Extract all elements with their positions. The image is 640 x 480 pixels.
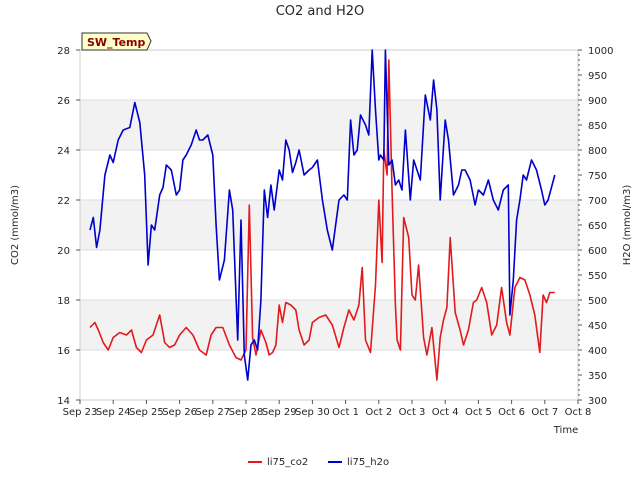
x-tick-label: Sep 26	[162, 407, 197, 418]
y-tick-label-right: 350	[588, 371, 607, 382]
series-line-li75_co2	[89, 59, 555, 381]
plot-band	[80, 100, 578, 150]
x-axis-label: Time	[553, 425, 578, 436]
y-tick-label-right: 900	[588, 96, 607, 107]
series-line-li75_h2o	[89, 49, 556, 381]
legend-label-li75_co2: li75_co2	[267, 457, 308, 468]
x-tick-label: Sep 28	[229, 407, 264, 418]
x-tick-label: Sep 23	[63, 407, 98, 418]
x-tick-label: Oct 2	[365, 407, 392, 418]
y-tick-label-right: 850	[588, 121, 607, 132]
y-tick-label-left: 26	[57, 96, 70, 107]
x-tick-label: Oct 3	[399, 407, 426, 418]
legend-label-li75_h2o: li75_h2o	[347, 457, 389, 468]
x-tick-label: Sep 27	[195, 407, 230, 418]
y-tick-label-right: 500	[588, 296, 607, 307]
y-tick-label-left: 28	[57, 46, 70, 57]
plot-band	[80, 300, 578, 350]
plot-band	[80, 200, 578, 250]
y-tick-label-left: 22	[57, 196, 70, 207]
y-tick-label-right: 650	[588, 221, 607, 232]
right-axis: 300 350 400 450 500 550 600 650 700 750 800 850 900 9…	[578, 46, 613, 407]
x-tick-label: Sep 29	[262, 407, 297, 418]
y-tick-label-right: 750	[588, 171, 607, 182]
series-layer	[89, 49, 556, 381]
left-axis: 14 16 18 20 22 24 26 28	[57, 46, 80, 407]
y-tick-label-right: 300	[588, 396, 607, 407]
legend: li75_co2 li75_h2o	[248, 457, 389, 468]
x-tick-label: Oct 4	[432, 407, 459, 418]
y-axis-label-left: CO2 (mmol/m3)	[10, 185, 21, 265]
plot-bands	[80, 100, 578, 350]
y-tick-label-right: 1000	[588, 46, 613, 57]
y-tick-label-right: 550	[588, 271, 607, 282]
x-tick-label: Oct 1	[332, 407, 359, 418]
y-tick-label-left: 20	[57, 246, 70, 257]
chart-title: CO2 and H2O	[276, 4, 365, 19]
y-tick-label-left: 16	[57, 346, 70, 357]
y-tick-label-left: 18	[57, 296, 70, 307]
x-tick-label: Sep 30	[295, 407, 330, 418]
y-tick-label-left: 24	[57, 146, 70, 157]
x-tick-label: Sep 24	[96, 407, 131, 418]
y-tick-label-right: 400	[588, 346, 607, 357]
x-tick-label: Oct 6	[498, 407, 525, 418]
y-axis-label-right: H2O (mmol/m3)	[622, 185, 633, 266]
y-tick-label-left: 14	[57, 396, 70, 407]
y-tick-label-right: 700	[588, 196, 607, 207]
y-tick-label-right: 600	[588, 246, 607, 257]
y-tick-label-right: 450	[588, 321, 607, 332]
sw-temp-tag: SW_Temp	[81, 32, 152, 51]
x-tick-label: Oct 5	[465, 407, 492, 418]
sw-temp-tag-box	[81, 32, 152, 51]
y-tick-label-right: 950	[588, 71, 607, 82]
y-tick-label-right: 800	[588, 146, 607, 157]
x-tick-label: Oct 8	[565, 407, 592, 418]
x-tick-label: Oct 7	[531, 407, 558, 418]
x-tick-label: Sep 25	[129, 407, 164, 418]
sw-temp-tag-text: SW_Temp	[87, 36, 146, 49]
